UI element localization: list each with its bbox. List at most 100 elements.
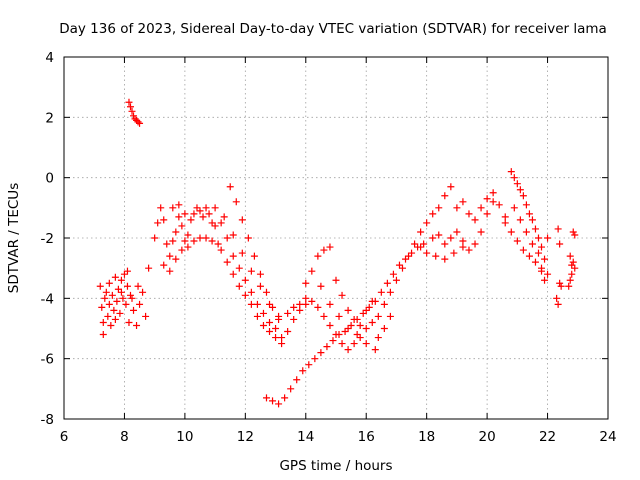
data-point [175, 201, 183, 209]
data-point [275, 400, 283, 408]
data-point [172, 255, 180, 263]
x-tick-label: 18 [418, 429, 435, 445]
series-low-branch [262, 240, 428, 408]
data-point [541, 255, 549, 263]
data-point [356, 334, 364, 342]
data-point [308, 267, 316, 275]
data-point [450, 249, 458, 257]
data-point [453, 228, 461, 236]
data-point [128, 107, 136, 115]
data-point [256, 270, 264, 278]
data-point [259, 321, 267, 329]
data-point [133, 116, 141, 124]
data-point [326, 300, 334, 308]
data-point [534, 249, 542, 257]
data-point [123, 282, 131, 290]
data-point [317, 282, 325, 290]
data-point [362, 340, 370, 348]
data-point [513, 237, 521, 245]
data-point [220, 213, 228, 221]
data-point [519, 246, 527, 254]
x-tick-label: 8 [120, 429, 129, 445]
data-point [371, 297, 379, 305]
y-tick-label: 0 [45, 171, 54, 187]
data-point [453, 204, 461, 212]
data-point [178, 246, 186, 254]
data-point [417, 243, 425, 251]
series-afternoon-dip [284, 243, 394, 354]
data-point [408, 249, 416, 257]
data-point [353, 331, 361, 339]
y-axis-label: SDTVAR / TECUs [6, 183, 22, 293]
data-point [99, 318, 107, 326]
data-point [166, 252, 174, 260]
data-point [142, 312, 150, 320]
y-tick-label: -6 [41, 352, 54, 368]
data-point [344, 306, 352, 314]
data-point [302, 294, 310, 302]
data-point [217, 219, 225, 227]
data-point [117, 288, 125, 296]
data-point [392, 276, 400, 284]
data-point [519, 192, 527, 200]
data-point [244, 234, 252, 242]
x-tick-label: 10 [176, 429, 193, 445]
data-point [541, 276, 549, 284]
data-point [154, 219, 162, 227]
data-point [441, 240, 449, 248]
x-tick-label: 6 [60, 429, 69, 445]
data-point [105, 279, 113, 287]
data-point [296, 306, 304, 314]
data-point [362, 325, 370, 332]
data-point [96, 282, 104, 290]
data-point [272, 334, 280, 342]
data-point [178, 222, 186, 230]
data-point [528, 240, 536, 248]
x-axis-label: GPS time / hours [279, 458, 392, 474]
data-point [284, 309, 292, 317]
data-point [383, 279, 391, 287]
data-point [423, 249, 431, 257]
x-axis: 6 8 10 12 14 16 18 20 22 24 [60, 57, 617, 445]
data-point [247, 288, 255, 296]
y-tick-label: -8 [41, 412, 54, 428]
data-point [365, 303, 373, 311]
data-point [259, 309, 267, 317]
data-point [184, 243, 192, 251]
data-point [525, 210, 533, 218]
data-point [571, 231, 579, 239]
data-point [566, 252, 574, 260]
data-point [329, 337, 337, 345]
data-point [136, 119, 144, 127]
data-point [269, 303, 277, 311]
data-point [160, 216, 168, 224]
data-point [211, 204, 219, 212]
data-point [565, 282, 573, 290]
data-point [126, 103, 134, 111]
data-point [405, 252, 413, 260]
data-point [377, 288, 385, 296]
data-point [311, 355, 319, 363]
data-point [320, 312, 328, 320]
data-point [278, 340, 286, 348]
data-point [371, 346, 379, 354]
data-point [483, 210, 491, 218]
y-tick-label: 2 [45, 110, 54, 126]
data-point [553, 294, 561, 302]
data-point [266, 300, 274, 308]
data-point [356, 321, 364, 329]
data-point [128, 294, 136, 302]
series-evening-rise [392, 183, 509, 284]
series-morning-rise [151, 201, 222, 275]
data-point [501, 213, 509, 221]
data-point [199, 213, 207, 221]
data-point [308, 297, 316, 305]
data-point [120, 270, 128, 278]
data-point [281, 394, 289, 402]
data-point [368, 318, 376, 326]
data-point [287, 385, 295, 393]
data-point [305, 361, 313, 369]
data-point [134, 282, 142, 290]
data-point [568, 261, 576, 269]
data-point [290, 315, 298, 323]
